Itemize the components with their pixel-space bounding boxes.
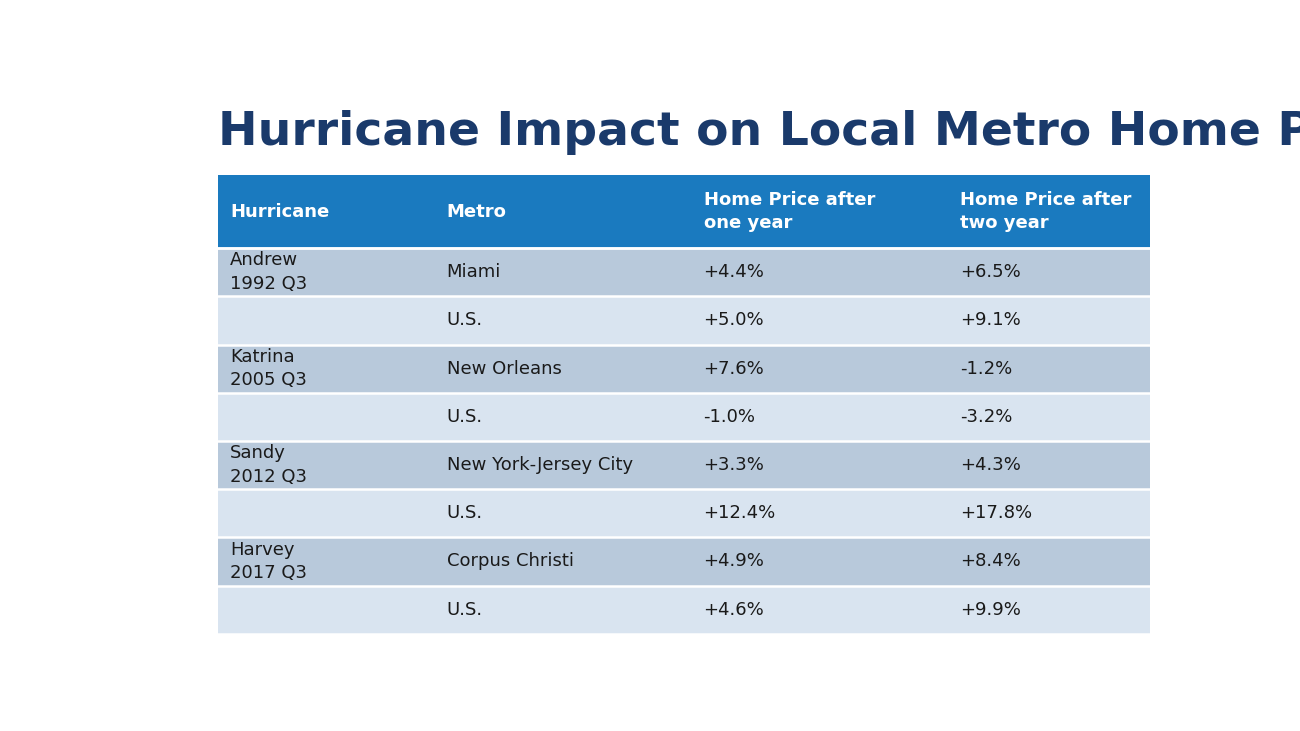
Text: U.S.: U.S.: [447, 408, 482, 426]
Bar: [218, 393, 1149, 441]
Bar: [218, 586, 1149, 634]
Bar: [218, 296, 1149, 344]
Text: -3.2%: -3.2%: [961, 408, 1013, 426]
Text: Katrina
2005 Q3: Katrina 2005 Q3: [230, 348, 307, 390]
Text: Hurricane: Hurricane: [230, 202, 329, 221]
Text: New Orleans: New Orleans: [447, 360, 562, 378]
Text: +4.3%: +4.3%: [961, 456, 1022, 474]
Text: +4.9%: +4.9%: [703, 553, 764, 570]
Text: U.S.: U.S.: [447, 601, 482, 618]
Text: +9.9%: +9.9%: [961, 601, 1022, 618]
Text: +6.5%: +6.5%: [961, 263, 1022, 281]
Bar: [218, 344, 1149, 393]
Text: -1.2%: -1.2%: [961, 360, 1013, 378]
Text: Home Price after
two year: Home Price after two year: [961, 191, 1132, 232]
Text: Sandy
2012 Q3: Sandy 2012 Q3: [230, 444, 307, 486]
Text: Miami: Miami: [447, 263, 501, 281]
Text: Hurricane Impact on Local Metro Home Price: Hurricane Impact on Local Metro Home Pri…: [218, 110, 1300, 155]
Bar: [218, 175, 1149, 248]
Text: Metro: Metro: [447, 202, 507, 221]
Text: +4.6%: +4.6%: [703, 601, 764, 618]
Text: U.S.: U.S.: [447, 311, 482, 330]
Text: +9.1%: +9.1%: [961, 311, 1022, 330]
Text: Harvey
2017 Q3: Harvey 2017 Q3: [230, 541, 307, 582]
Text: +12.4%: +12.4%: [703, 504, 776, 522]
Bar: [218, 441, 1149, 489]
Text: +7.6%: +7.6%: [703, 360, 764, 378]
Bar: [218, 248, 1149, 296]
Text: Andrew
1992 Q3: Andrew 1992 Q3: [230, 251, 307, 293]
Text: +5.0%: +5.0%: [703, 311, 764, 330]
Text: Home Price after
one year: Home Price after one year: [703, 191, 875, 232]
Text: +17.8%: +17.8%: [961, 504, 1032, 522]
Text: Corpus Christi: Corpus Christi: [447, 553, 573, 570]
Text: +3.3%: +3.3%: [703, 456, 764, 474]
Text: +8.4%: +8.4%: [961, 553, 1022, 570]
Text: U.S.: U.S.: [447, 504, 482, 522]
Text: +4.4%: +4.4%: [703, 263, 764, 281]
Bar: [218, 537, 1149, 586]
Text: -1.0%: -1.0%: [703, 408, 755, 426]
Text: New York-Jersey City: New York-Jersey City: [447, 456, 633, 474]
Bar: [218, 489, 1149, 537]
